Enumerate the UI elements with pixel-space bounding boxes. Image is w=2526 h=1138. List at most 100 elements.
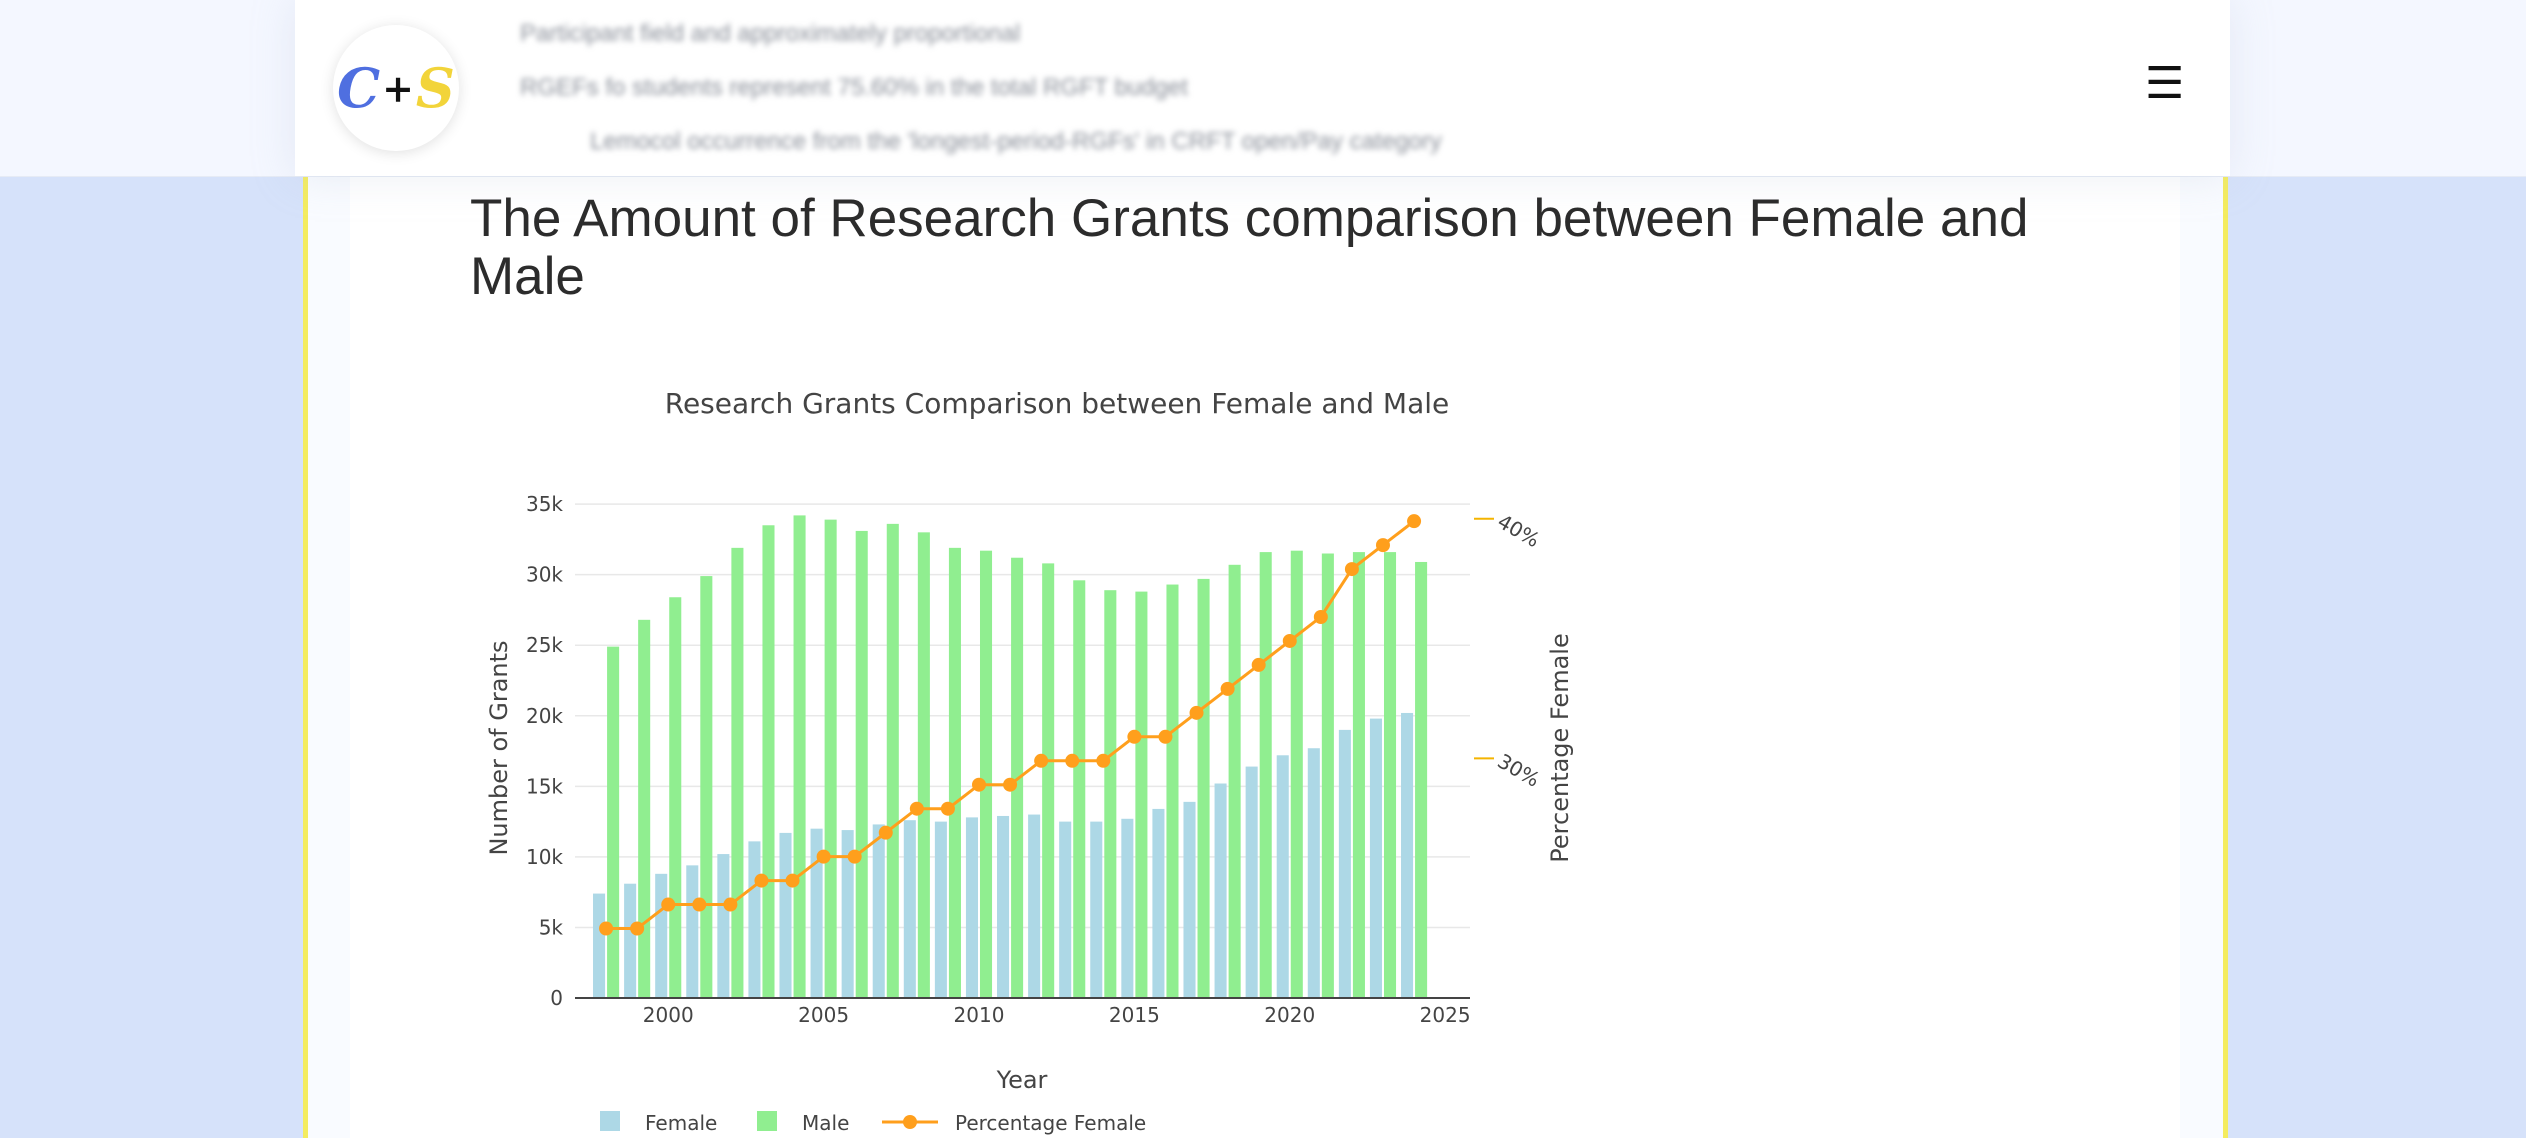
male-bar	[700, 576, 713, 998]
hamburger-menu-icon[interactable]: ☰	[2145, 58, 2185, 109]
page-title: The Amount of Research Grants comparison…	[470, 189, 2029, 306]
percentage-point	[1313, 610, 1328, 624]
female-bar	[841, 830, 854, 998]
percentage-point	[661, 897, 676, 912]
y-tick-label: 5k	[539, 915, 564, 939]
female-bar	[1245, 766, 1258, 998]
blurred-text-line: Lemocol occurrence from the 'longest-per…	[590, 128, 1442, 155]
female-bar	[1214, 783, 1227, 998]
male-bar	[855, 530, 868, 998]
y-tick-label: 35k	[526, 492, 563, 516]
legend-swatch	[757, 1111, 777, 1131]
percentage-point	[1003, 777, 1018, 792]
female-bar	[1338, 729, 1351, 998]
female-bar	[1369, 718, 1382, 998]
male-bar	[793, 515, 806, 998]
percentage-point	[1065, 753, 1080, 768]
male-bar	[824, 519, 837, 998]
y-tick-label: 0	[550, 986, 563, 1010]
female-bar	[593, 893, 606, 998]
x-tick-label: 2005	[798, 1003, 849, 1027]
female-bar	[810, 828, 823, 998]
male-bar	[1321, 553, 1334, 998]
logo-c: C	[337, 56, 381, 120]
site-logo[interactable]: C + S	[333, 25, 459, 151]
y-tick-label: 30k	[526, 563, 563, 587]
y2-tick-label: 40%	[1494, 509, 1544, 552]
female-bar	[1059, 821, 1072, 998]
percentage-point	[878, 825, 893, 840]
y-tick-label: 20k	[526, 704, 563, 728]
percentage-point	[940, 801, 955, 816]
legend-swatch	[600, 1111, 620, 1131]
female-bar	[997, 815, 1010, 998]
female-bar	[1121, 818, 1134, 998]
y2-tick-label: 30%	[1494, 749, 1544, 792]
male-bar	[886, 523, 899, 998]
female-bar	[717, 854, 730, 998]
legend-marker	[903, 1115, 917, 1129]
male-bar	[638, 619, 651, 998]
axes: 0 5k 10k 15k 20k 25k 30k 35k 2000 2005 2010 2015 202…	[526, 492, 1544, 1027]
percentage-point	[1189, 705, 1204, 720]
female-bar	[1307, 748, 1320, 998]
percentage-point	[692, 897, 707, 912]
female-bar	[872, 824, 885, 998]
x-axis-title: Year	[996, 1066, 1048, 1094]
percentage-point	[816, 849, 831, 864]
percentage-point	[754, 873, 769, 888]
male-bar	[979, 550, 993, 998]
legend: Female Male Percentage Female	[600, 1111, 1146, 1135]
logo-s: S	[415, 56, 455, 120]
percentage-point	[1407, 514, 1422, 529]
male-bar	[607, 646, 620, 998]
y-axis-title: Number of Grants	[485, 640, 513, 855]
research-grants-chart: Research Grants Comparison between Femal…	[485, 387, 1574, 1135]
male-bar	[1197, 578, 1210, 998]
blurred-text-line: RGEFs fo students represent 75.60% in th…	[520, 74, 1188, 101]
female-bar	[934, 821, 947, 998]
chart-title: Research Grants Comparison between Femal…	[665, 387, 1449, 420]
male-bar	[1135, 591, 1148, 998]
navbar: Participant field and approximately prop…	[0, 0, 2526, 177]
percentage-point	[630, 921, 645, 936]
logo-plus: +	[382, 65, 414, 111]
female-bar	[655, 873, 668, 998]
blurred-text-line: Participant field and approximately prop…	[520, 20, 1021, 47]
percentage-point	[1344, 562, 1359, 577]
percentage-point	[971, 777, 986, 792]
x-tick-label: 2000	[643, 1003, 694, 1027]
navbar-center	[295, 0, 2230, 176]
male-bar	[1259, 552, 1272, 998]
male-bar	[1352, 552, 1365, 998]
male-bar	[1415, 561, 1428, 998]
female-bar	[1028, 814, 1041, 998]
legend-label: Male	[802, 1111, 849, 1135]
female-bar	[748, 841, 761, 998]
percentage-point	[1034, 753, 1049, 768]
male-bar	[1228, 564, 1241, 998]
percentage-point	[723, 897, 738, 912]
percentage-line	[599, 514, 1422, 936]
percentage-point	[847, 849, 862, 864]
female-bar	[1090, 821, 1103, 998]
y-tick-label: 10k	[526, 845, 563, 869]
male-bar	[762, 525, 775, 998]
male-bar	[1042, 563, 1055, 998]
male-bar	[1166, 584, 1179, 998]
x-tick-label: 2015	[1109, 1003, 1160, 1027]
female-bar	[965, 817, 978, 998]
percentage-point	[1282, 633, 1297, 648]
y2-axis-title: Percentage Female	[1546, 633, 1574, 862]
percentage-point	[785, 873, 800, 888]
male-bar	[1104, 590, 1117, 998]
female-bar	[1401, 712, 1414, 998]
female-bar	[903, 820, 916, 998]
percentage-point	[1096, 753, 1111, 768]
female-bar	[624, 883, 637, 998]
male-bar	[1383, 552, 1397, 998]
male-bar	[917, 532, 930, 998]
percentage-point	[1127, 729, 1142, 744]
female-bar	[686, 865, 699, 998]
percentage-point	[599, 921, 614, 936]
